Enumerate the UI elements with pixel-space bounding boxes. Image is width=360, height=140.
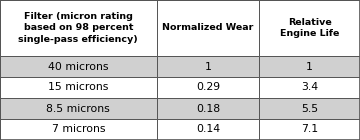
Text: Relative
Engine Life: Relative Engine Life <box>280 18 339 38</box>
Text: Filter (micron rating
based on 98 percent
single-pass efficiency): Filter (micron rating based on 98 percen… <box>18 12 138 44</box>
Bar <box>0 98 157 119</box>
Text: 8.5 microns: 8.5 microns <box>46 103 110 114</box>
Bar <box>259 77 360 98</box>
Text: 15 microns: 15 microns <box>48 82 108 93</box>
Text: 7.1: 7.1 <box>301 124 318 135</box>
Text: 0.18: 0.18 <box>196 103 220 114</box>
Bar <box>157 119 259 140</box>
Text: 5.5: 5.5 <box>301 103 318 114</box>
Bar <box>157 0 259 56</box>
Text: 1: 1 <box>204 61 211 72</box>
Bar <box>0 77 157 98</box>
Text: 3.4: 3.4 <box>301 82 318 93</box>
Bar <box>157 56 259 77</box>
Text: Normalized Wear: Normalized Wear <box>162 24 253 32</box>
Bar <box>259 98 360 119</box>
Bar <box>0 119 157 140</box>
Bar <box>259 0 360 56</box>
Bar <box>0 0 157 56</box>
Bar <box>157 98 259 119</box>
Text: 0.14: 0.14 <box>196 124 220 135</box>
Text: 1: 1 <box>306 61 313 72</box>
Text: 0.29: 0.29 <box>196 82 220 93</box>
Text: 7 microns: 7 microns <box>51 124 105 135</box>
Bar <box>0 56 157 77</box>
Text: 40 microns: 40 microns <box>48 61 109 72</box>
Bar <box>157 77 259 98</box>
Bar <box>259 119 360 140</box>
Bar <box>259 56 360 77</box>
